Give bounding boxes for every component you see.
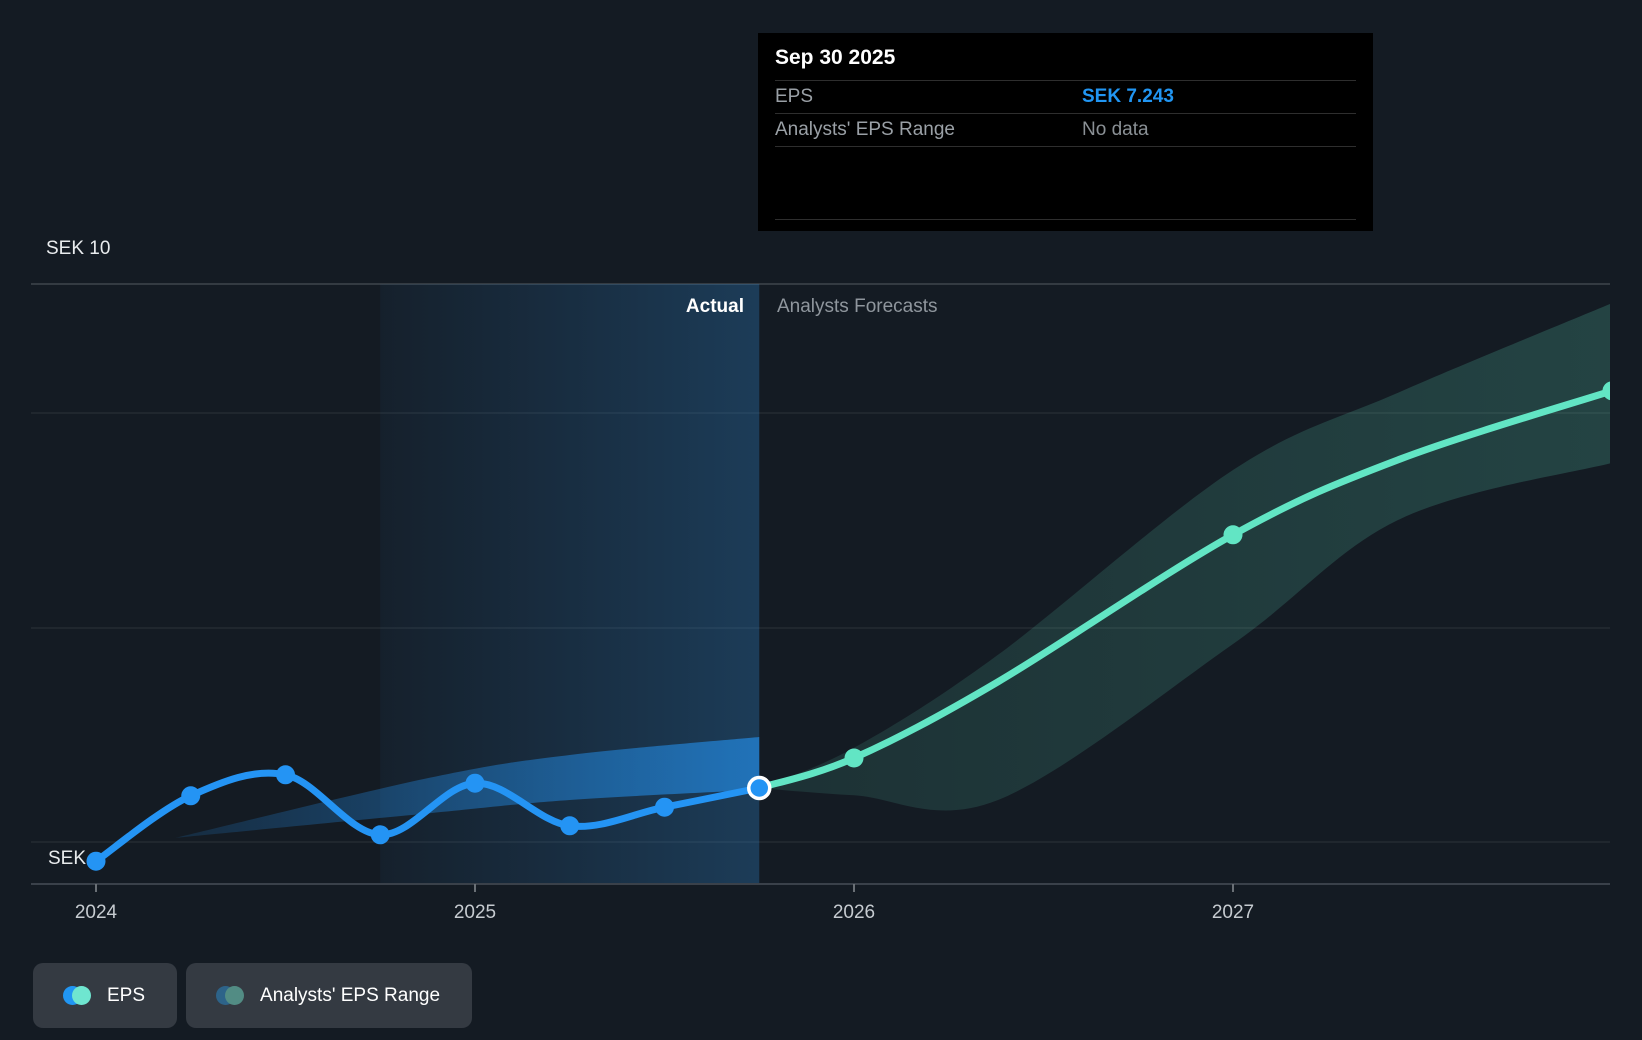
tooltip-range-label: Analysts' EPS Range bbox=[775, 119, 955, 140]
actual-region-label: Actual bbox=[685, 296, 744, 317]
actual-data-point bbox=[465, 773, 485, 793]
forecast-data-point bbox=[1602, 381, 1610, 401]
tooltip-eps-value: SEK 7.243 bbox=[1082, 86, 1174, 107]
legend-eps-label: EPS bbox=[107, 984, 146, 1006]
forecast-data-point bbox=[1223, 525, 1243, 545]
tooltip-row-eps: EPS SEK 7.243 bbox=[775, 81, 1356, 114]
actual-data-point bbox=[86, 851, 106, 871]
range-legend-dots-icon bbox=[216, 986, 245, 1005]
chart-legend: EPS Analysts' EPS Range bbox=[33, 963, 473, 1028]
y-axis-top-label: SEK 10 bbox=[46, 238, 111, 259]
x-axis-label: 2027 bbox=[1212, 902, 1254, 923]
eps-legend-dots-icon bbox=[63, 986, 91, 1005]
actual-data-point bbox=[560, 816, 580, 836]
tooltip-footer-divider bbox=[775, 219, 1356, 220]
chart-tooltip: Sep 30 2025 EPS SEK 7.243 Analysts' EPS … bbox=[758, 33, 1373, 231]
x-axis-label: 2025 bbox=[454, 902, 496, 923]
x-axis-label: 2024 bbox=[75, 902, 118, 923]
x-axis-label: 2026 bbox=[833, 902, 875, 923]
actual-eps-line bbox=[92, 769, 763, 865]
legend-item-eps[interactable]: EPS bbox=[33, 963, 178, 1028]
forecast-data-point bbox=[844, 748, 864, 768]
tooltip-date: Sep 30 2025 bbox=[775, 46, 1356, 81]
tooltip-eps-label: EPS bbox=[775, 86, 814, 107]
actual-data-point bbox=[181, 786, 201, 806]
legend-item-analysts-range[interactable]: Analysts' EPS Range bbox=[186, 963, 473, 1028]
analysts-range-forecast-band bbox=[759, 304, 1610, 811]
tooltip-row-range: Analysts' EPS Range No data bbox=[775, 114, 1356, 147]
forecast-region-label: Analysts Forecasts bbox=[777, 296, 938, 317]
actual-data-point bbox=[655, 797, 674, 817]
legend-range-label: Analysts' EPS Range bbox=[260, 984, 441, 1006]
actual-data-point bbox=[370, 825, 390, 845]
hovered-data-point bbox=[747, 775, 772, 801]
tooltip-range-value: No data bbox=[1082, 119, 1149, 140]
y-axis-zero-label: SEK bbox=[48, 848, 87, 869]
actual-data-point bbox=[276, 765, 295, 785]
